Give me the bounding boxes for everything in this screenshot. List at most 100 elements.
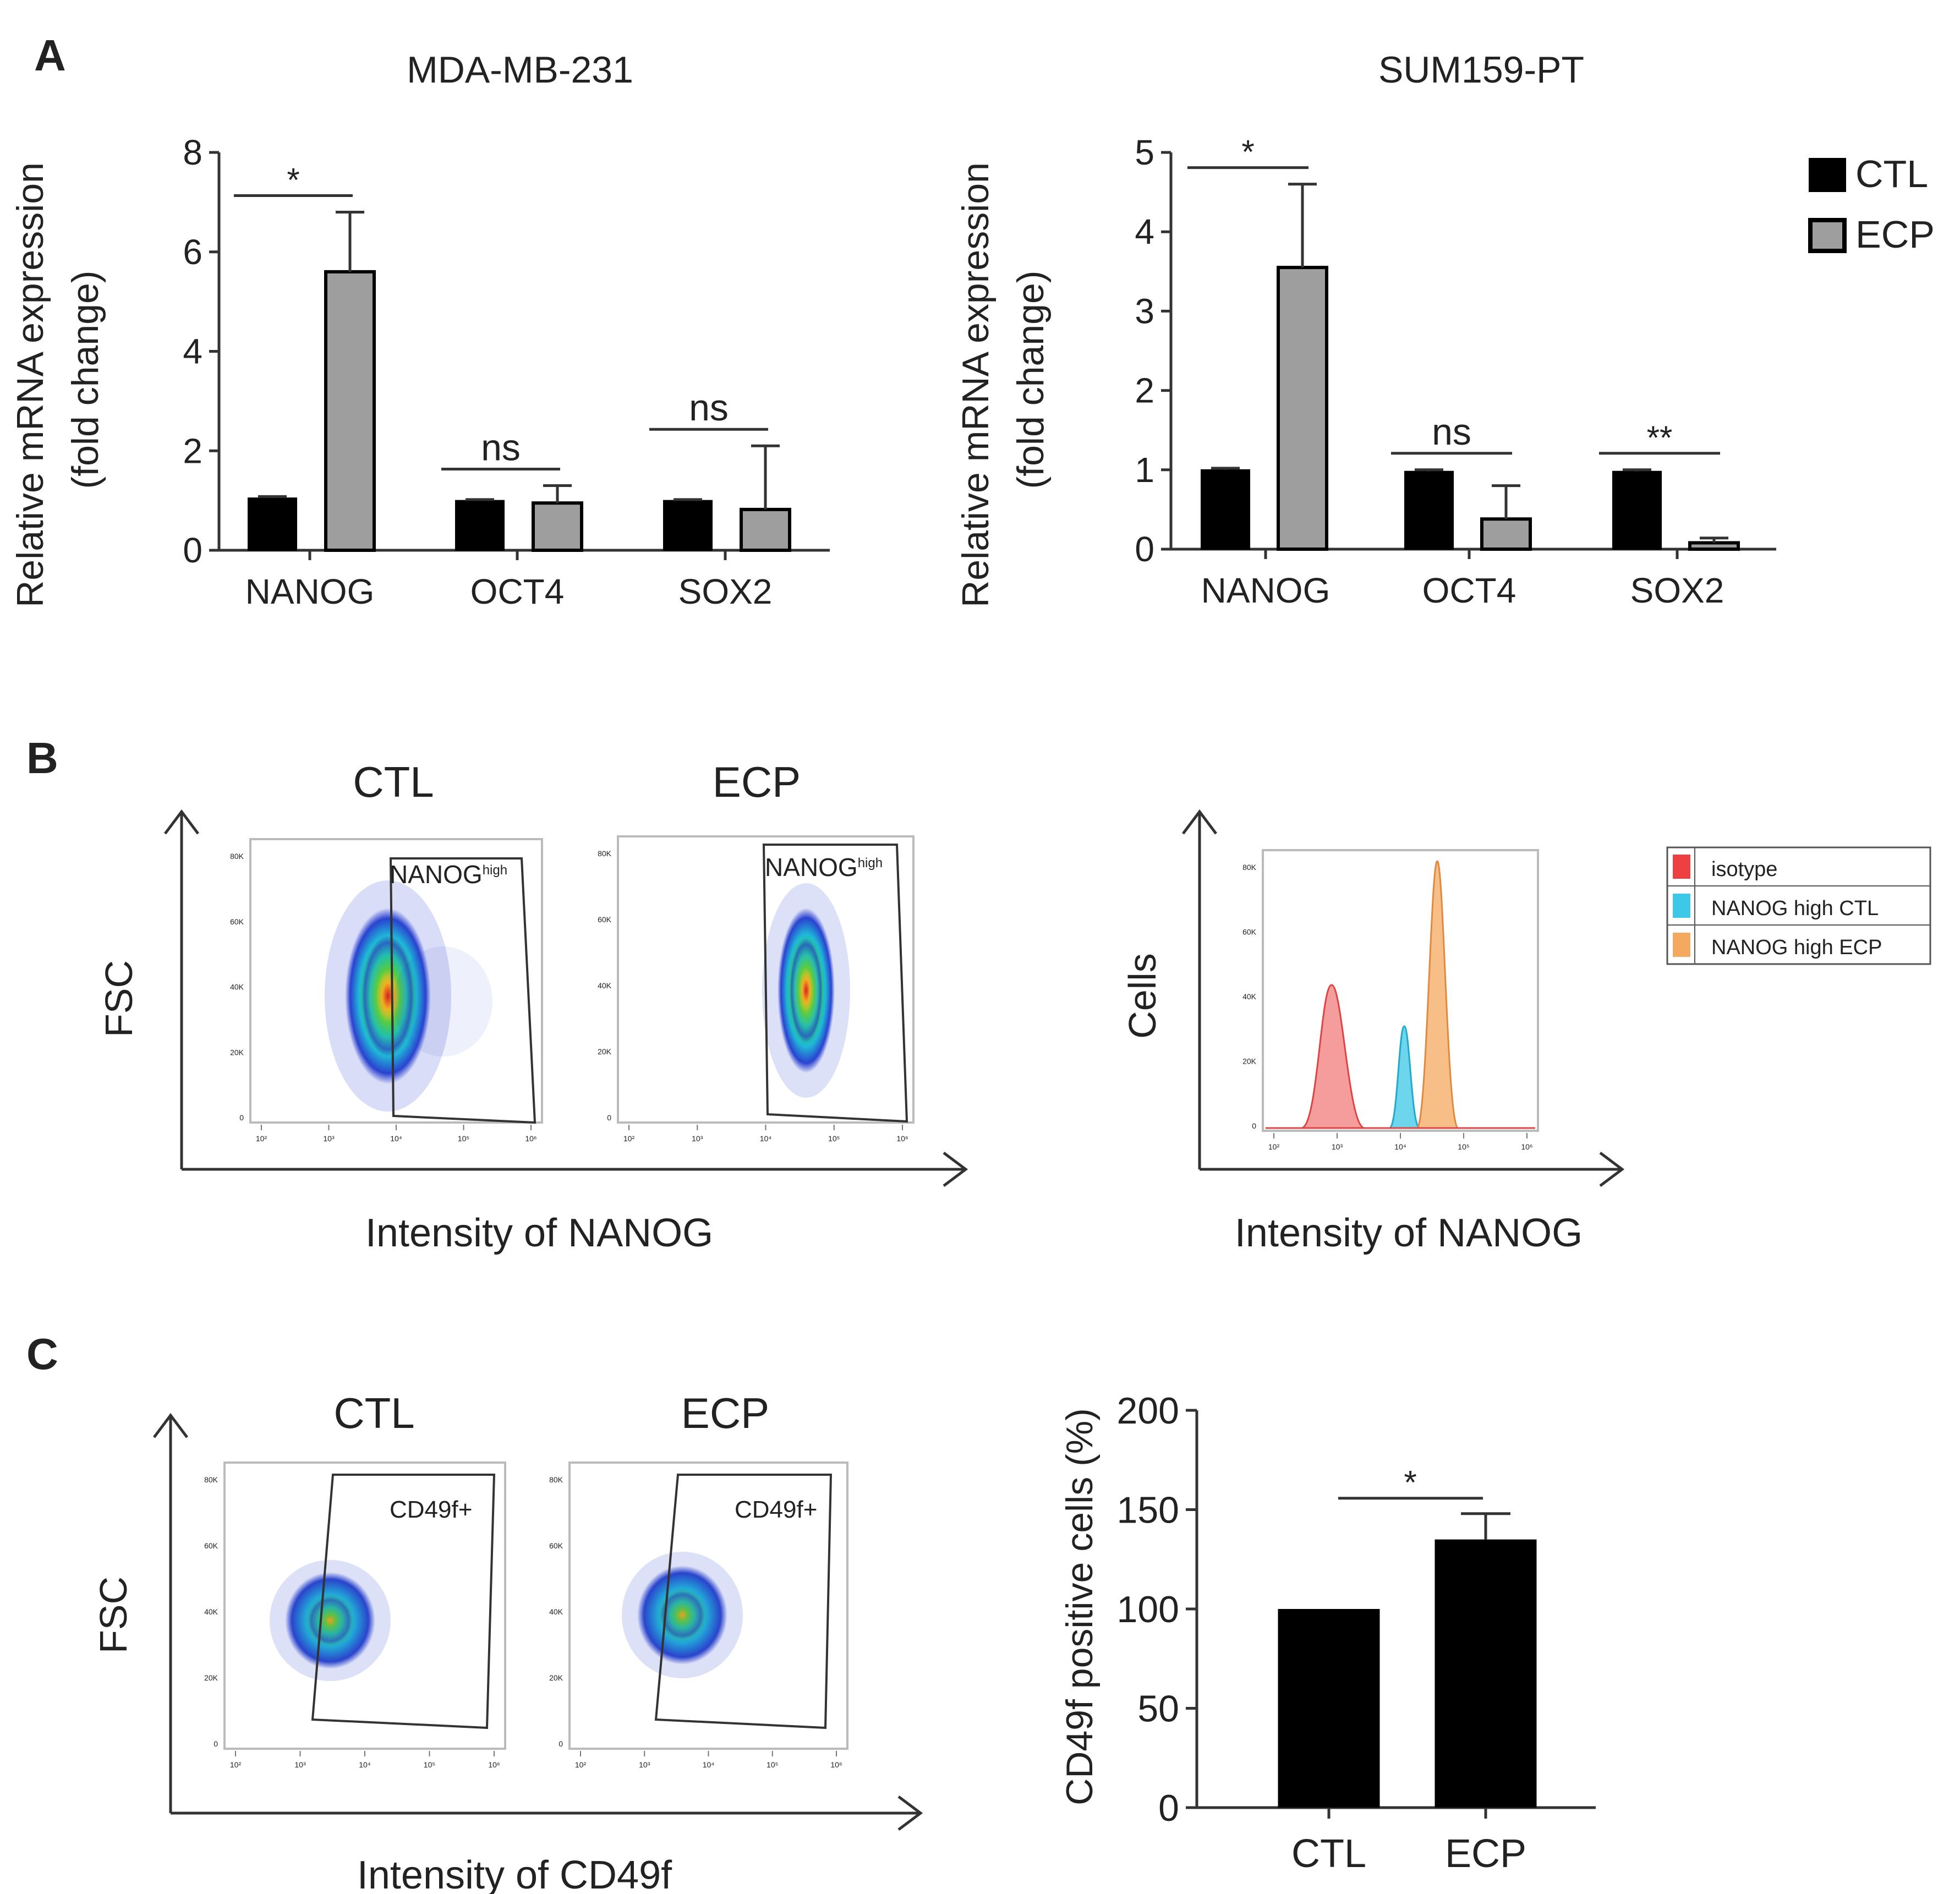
y-tick-label: 200 [1117,1390,1179,1432]
legend-swatch-isotype [1673,855,1690,879]
y-axis-arrowhead [1182,809,1217,835]
cytometry-x-tick: 10⁶ [525,1134,536,1143]
cytometry-x-tick: 10⁴ [760,1134,772,1143]
cytometry-x-tick: 10³ [1332,1142,1343,1151]
y-tick-label: 3 [1135,291,1154,331]
legend-label-nanog-high-ctl: NANOG high CTL [1711,897,1879,920]
chart-title: MDA-MB-231 [407,49,633,91]
group-label-ecp: ECP [681,1389,769,1437]
bar-ctl-sox2 [1612,470,1662,550]
panel-b-scatter: FSC Intensity of NANOG CTL ECP NANOGhigh… [97,758,1533,1255]
gate-nanog-high-ctl [389,857,536,1124]
cytometry-y-tick: 40K [230,983,244,992]
cytometry-ticks-c: 80K 60K 40K 20K 0 10² 10³ 10⁴ 10⁵ 10⁶ 80K 60K 40K 20K… [204,1475,842,1769]
bar-ecp-oct4 [1480,517,1532,551]
gate-label-sup: high [858,856,883,871]
cytometry-x-tick: 10³ [294,1760,306,1769]
x-tick-label: CTL [1291,1832,1366,1876]
y-tick-label: 0 [1158,1787,1179,1829]
chart-a1-plot: 0 2 4 6 8 NANOG * OCT4 ns SOX2 ns [183,133,830,611]
legend-swatch-ctl [1809,158,1846,192]
cytometry-x-tick: 10⁵ [1458,1142,1469,1151]
x-tick-label: OCT4 [470,572,565,611]
cytometry-x-tick: 10⁶ [488,1760,500,1769]
cytometry-y-tick: 80K [549,1475,563,1484]
cytometry-y-tick: 40K [1242,992,1257,1001]
cytometry-x-tick: 10⁵ [424,1760,435,1769]
cytometry-x-tick: 10⁴ [1394,1142,1406,1151]
cytometry-y-tick: 20K [230,1048,244,1057]
bar-ecp-nanog [324,270,376,552]
gate-label-main: NANOG [765,853,858,882]
y-tick-label: 2 [1135,371,1154,410]
cytometry-y-tick: 0 [1252,1121,1256,1130]
density-cloud-ecp [622,1552,743,1678]
cytometry-x-tick: 10⁵ [828,1134,840,1143]
y-axis-label: Relative mRNA expression (fold change) [9,152,106,607]
cytometry-y-tick: 60K [230,917,244,926]
density-cloud-ctl [325,880,492,1112]
y-tick-label: 4 [1135,212,1154,251]
gate-label-ctl: CD49f+ [390,1496,472,1523]
cytometry-y-tick: 0 [239,1113,244,1122]
significance-label: * [1404,1464,1416,1501]
cytometry-x-tick: 10⁶ [896,1134,908,1143]
y-axis-label: FSC [92,1576,135,1654]
y-axis-label-line-2: (fold change) [64,271,106,489]
chart-a2-plot: 0 1 2 3 4 5 NANOG * OCT4 ns SOX2 ** [1135,133,1776,610]
cytometry-y-tick: 40K [204,1607,218,1616]
bar-ctl [1278,1609,1380,1808]
bar-ecp [1435,1539,1537,1808]
panel-c-scatter: FSC Intensity of CD49f CTL ECP CD49f+ CD… [92,1389,923,1894]
cytometry-ticks-b: 80K 60K 40K 20K 0 10² 10³ 10⁴ 10⁵ 10⁶ 80K 60K 40K 20K… [230,849,1533,1151]
y-tick-label: 150 [1117,1490,1179,1531]
x-tick-label: NANOG [245,572,375,611]
group-label-ctl: CTL [353,758,434,806]
y-tick-label: 2 [183,431,202,470]
cytometry-y-tick: 60K [598,915,612,924]
x-axis-arrowhead [943,1152,968,1187]
y-axis-label-line-1: Relative mRNA expression [9,162,51,607]
y-tick-label: 4 [183,332,202,371]
histogram-isotype [1301,984,1365,1129]
cytometry-x-tick: 10⁶ [830,1760,842,1769]
cytometry-y-tick: 0 [607,1113,611,1122]
bar-ctl-nanog [1201,469,1250,550]
x-tick-label: SOX2 [1630,571,1724,610]
significance-label: ns [689,387,729,429]
histogram-nanog-high-ctl [1388,1025,1421,1129]
cytometry-y-tick: 40K [549,1607,563,1616]
significance-label: ** [1647,419,1673,456]
chart-cd49f: CD49f positive cells (%) 0 50 100 150 200 CTL… [1059,1390,1596,1876]
gate-cd49f-ctl [311,1474,496,1729]
panel-letter-c: C [26,1329,58,1378]
cytometry-y-tick: 60K [204,1541,218,1550]
histogram-nanog-high-ecp [1416,860,1459,1129]
y-tick-label: 100 [1117,1589,1179,1630]
gate-label-ctl: NANOGhigh [390,860,507,889]
cytometry-x-tick: 10³ [692,1134,703,1143]
cytometry-x-tick: 10⁴ [390,1134,402,1143]
x-axis-arrowhead [897,1796,923,1831]
legend-label-ctl: CTL [1855,152,1928,195]
cytometry-y-tick: 20K [598,1047,612,1056]
bar-ctl-nanog [248,497,297,551]
cytometry-x-tick: 10⁵ [767,1760,778,1769]
cytometry-y-tick: 0 [559,1739,563,1748]
bar-ecp-nanog [1277,266,1328,551]
x-tick-label: SOX2 [678,572,773,611]
density-cloud-ecp [762,883,850,1098]
significance-label: * [287,161,299,198]
bar-ecp-sox2 [740,507,791,552]
cytometry-x-tick: 10³ [639,1760,650,1769]
y-axis-label-line-2: (fold change) [1010,271,1052,489]
legend-swatch-nanog-high-ecp [1673,933,1690,957]
cytometry-y-tick: 80K [204,1475,218,1484]
gate-nanog-high-ecp [762,844,908,1123]
significance-label: ns [1432,411,1471,453]
cytometry-y-tick: 60K [1242,928,1257,937]
cytometry-x-tick: 10³ [323,1134,335,1143]
cytometry-x-tick: 10² [256,1134,267,1143]
cytometry-x-tick: 10⁶ [1521,1142,1532,1151]
